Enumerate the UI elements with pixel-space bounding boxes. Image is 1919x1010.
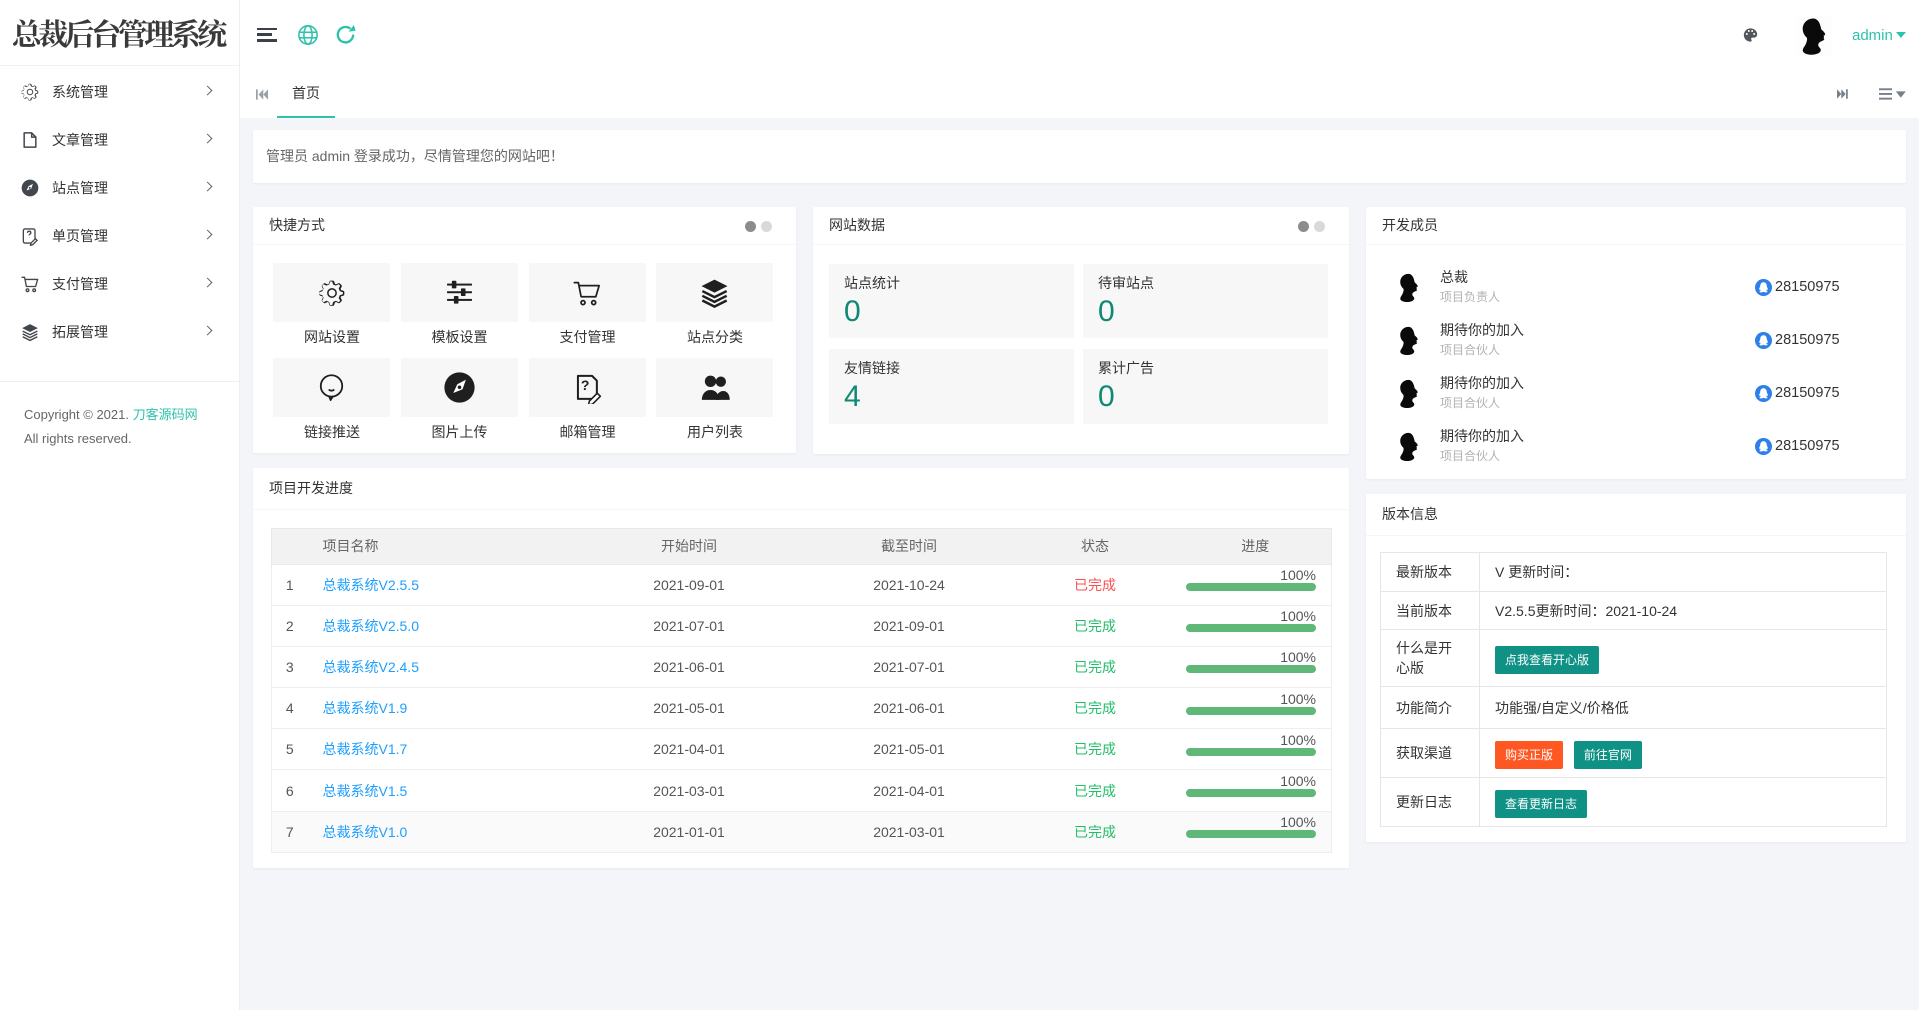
svg-text:?: ? [581,377,590,393]
